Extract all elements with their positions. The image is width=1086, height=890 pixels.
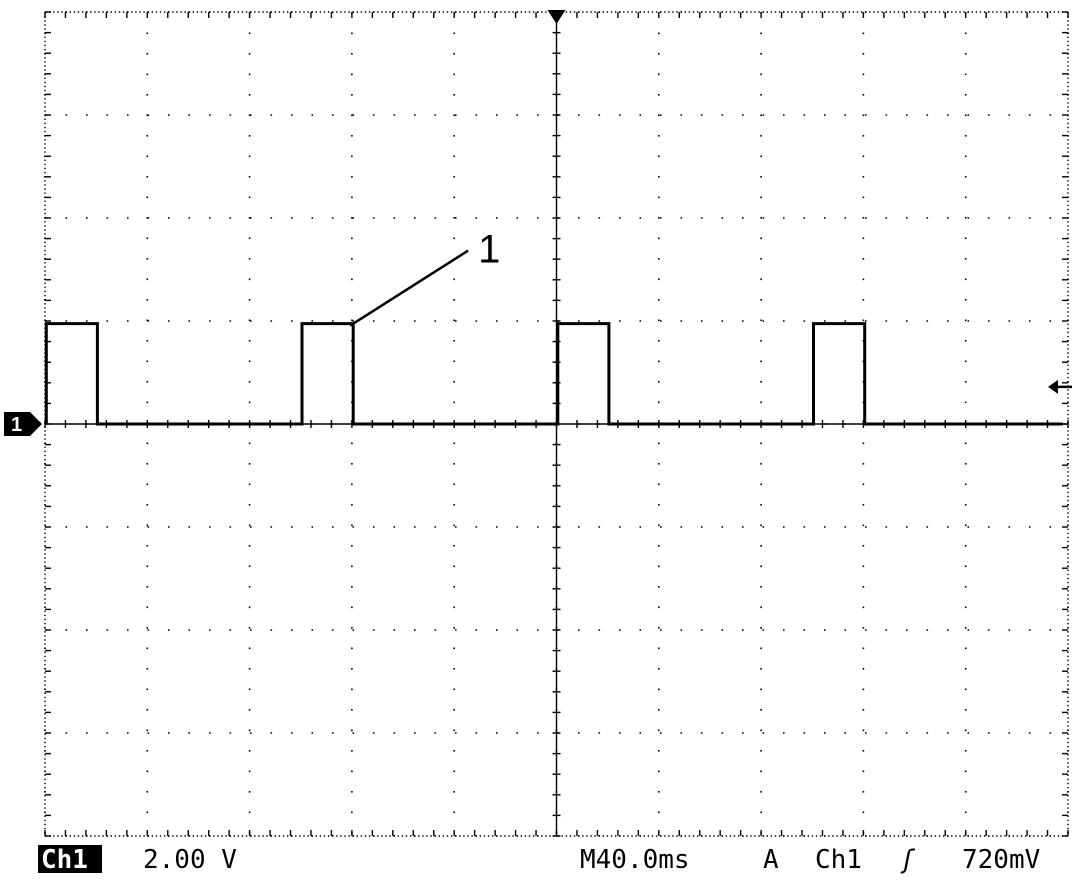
- channel-badge-label: Ch1: [41, 845, 88, 875]
- trigger-mode: A: [763, 845, 779, 875]
- trigger-slope-icon: ʃ: [900, 845, 916, 875]
- channel-ground-marker: 1: [4, 412, 42, 436]
- trigger-position-marker: [547, 10, 566, 24]
- timebase: M40.0ms: [580, 845, 690, 875]
- annotation-leader-line: [349, 249, 469, 327]
- channel-marker-label: 1: [11, 414, 22, 436]
- volts-per-div: 2.00 V: [143, 845, 237, 875]
- status-bar: Ch1 2.00 V M40.0ms A Ch1 ʃ 720mV: [38, 845, 1040, 875]
- trigger-level: 720mV: [962, 845, 1040, 875]
- trigger-source: Ch1: [815, 845, 862, 875]
- ch1-waveform-trace: [44, 322, 1063, 426]
- trigger-level-arrow: [1048, 379, 1072, 394]
- channel-badge: [38, 845, 102, 873]
- annotation-label: 1: [478, 228, 500, 272]
